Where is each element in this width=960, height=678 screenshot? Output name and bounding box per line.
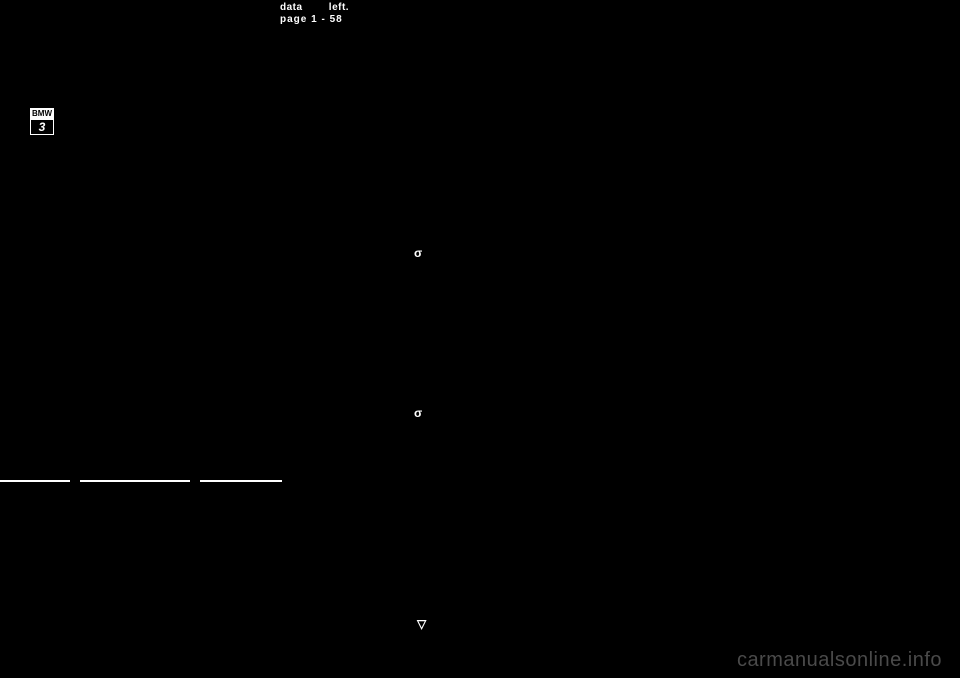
sigma-glyph-1: σ: [414, 246, 422, 260]
header-line-2: page 1 - 58: [280, 14, 349, 26]
horizontal-rule-segments: [0, 480, 282, 484]
watermark-text: carmanualsonline.info: [737, 649, 942, 672]
header-word-left: left.: [329, 2, 349, 13]
bmw-3-series-badge: BMW 3: [30, 108, 54, 135]
header-word-data: data: [280, 2, 303, 13]
sigma-glyph-2: σ: [414, 406, 422, 420]
header-text-fragments: data left. page 1 - 58: [280, 2, 349, 26]
header-line-1: data left.: [280, 2, 349, 14]
rule-segment-3: [200, 480, 282, 482]
badge-3-text: 3: [30, 119, 54, 135]
badge-bmw-text: BMW: [30, 108, 54, 119]
rule-segment-2: [80, 480, 190, 482]
rule-segment-1: [0, 480, 70, 482]
triangle-down-glyph: ▽: [417, 617, 426, 631]
